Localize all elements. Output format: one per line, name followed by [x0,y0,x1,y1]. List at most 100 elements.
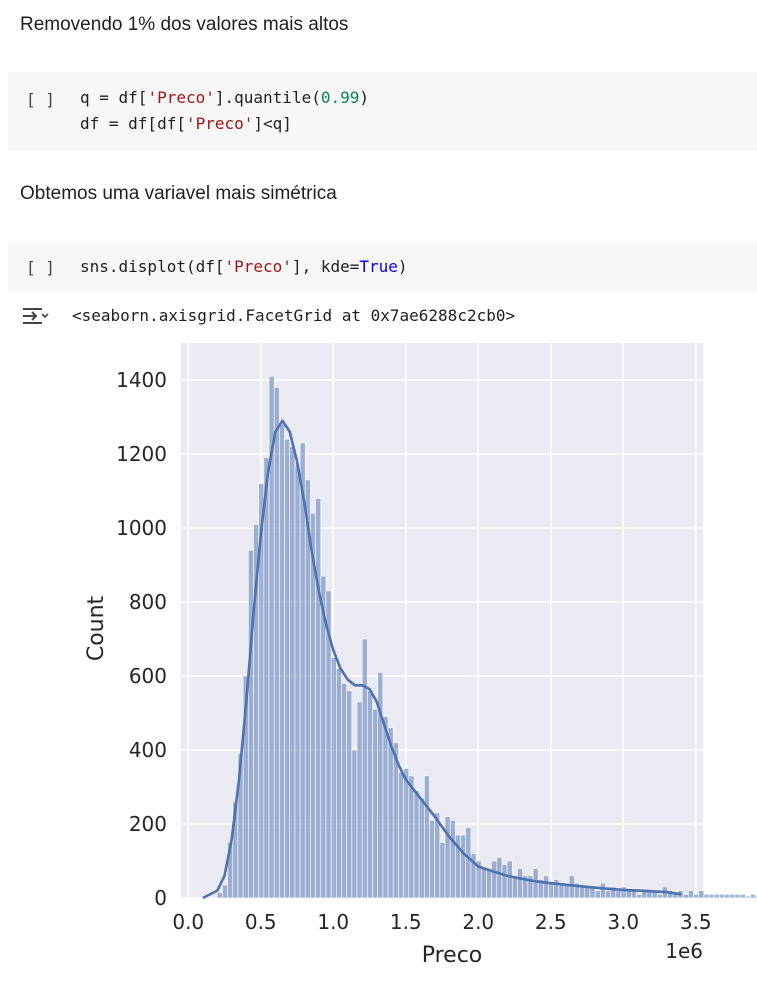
x-axis-label: Preco [422,943,483,968]
histogram-bar [506,860,513,899]
run-cell-button[interactable]: [ ] [26,258,55,277]
histogram-bar [496,856,503,899]
histogram-bar [294,464,301,899]
histogram-bar [273,387,280,899]
histogram-bar [625,890,632,899]
code-line-2: df = df[df['Preco']<q] [80,114,292,133]
output-toggle-icon[interactable] [20,305,50,327]
x-tick-label: 0.5 [245,910,277,934]
x-tick-label: 1.0 [317,910,349,934]
histogram-bar [734,893,741,899]
histogram-bar [744,895,751,899]
histogram-bar [615,890,622,899]
histogram-bar [486,868,492,899]
y-tick-label: 0 [154,886,167,910]
histogram-bar [688,890,694,899]
histogram-bar [636,893,643,899]
histogram-bar [279,424,285,899]
histogram-bar [548,882,555,899]
histogram-bar [491,860,498,899]
histogram-bar [708,893,715,899]
distribution-plot: 0.0 0.5 1.0 1.5 2.0 2.5 3.0 3.5 0 200 400 600 800 100… [84,343,757,968]
histogram-bar [346,690,353,899]
histogram-bar [413,790,420,899]
kde-line [202,419,682,900]
histogram-bar [600,882,606,899]
histogram-bar [356,701,363,899]
histogram-bar [719,893,725,899]
y-tick-label: 600 [129,664,167,688]
x-tick-label: 3.5 [680,910,712,934]
histogram-bar [361,638,368,899]
histogram-bar [222,884,228,899]
histogram-bar [703,893,710,899]
y-tick-label: 1000 [116,516,167,540]
histogram-bar [465,827,472,899]
histogram-bar [584,886,591,899]
histogram-bar [434,812,441,899]
histogram-bar [724,893,731,899]
histogram-bar [501,864,508,899]
histogram-bar [444,816,451,899]
histogram-bar [568,875,575,899]
markdown-text-symmetric: Obtemos uma variavel mais simétrica [20,183,337,204]
run-cell-button[interactable]: [ ] [26,90,55,109]
histogram-bar [418,797,425,899]
histogram-bar [336,668,342,899]
histogram-bar [682,893,689,899]
code-line-1: sns.displot(df['Preco'], kde=True) [80,257,408,276]
histogram-bar [532,868,539,899]
histogram-bar [429,819,435,899]
code-cell-quantile[interactable]: [ ] q = df['Preco'].quantile(0.99) df = … [8,72,757,150]
y-tick-label: 1400 [116,368,167,392]
y-tick-label: 200 [129,812,167,836]
markdown-text-removing-top-values: Removendo 1% dos valores mais altos [20,14,349,35]
histogram-bar [517,868,523,899]
x-tick-label: 3.0 [607,910,639,934]
histogram-bar [449,819,456,899]
histogram-bar [594,890,601,899]
x-tick-label: 0.0 [172,910,204,934]
y-tick-label: 1200 [116,442,167,466]
histogram-bar [656,893,663,899]
histogram-bar [367,690,373,899]
histogram-bar [248,549,254,899]
histogram-bar [398,771,404,899]
histogram-bar [330,657,337,899]
histogram-bar [284,438,291,899]
y-tick-label: 800 [129,590,167,614]
histogram-bar [605,890,611,899]
histogram-bar [408,775,415,899]
histogram-bar [382,716,389,899]
histogram-bar [424,775,430,899]
histogram-bar [216,892,223,899]
y-tick-label: 400 [129,738,167,762]
histogram-bar [698,890,705,899]
histogram-bar [372,708,379,899]
histogram-bar [512,875,518,899]
x-tick-label: 2.0 [462,910,494,934]
histogram-bar [480,868,487,899]
histogram-bar [739,893,746,899]
histogram-bar [713,893,720,899]
histogram-bar [263,457,270,899]
histogram-bar [403,768,410,899]
cell-output-text: <seaborn.axisgrid.FacetGrid at 0x7ae6288… [72,306,516,325]
histogram-bar [460,834,467,899]
histogram-bar [387,727,394,899]
code-cell-displot[interactable]: [ ] sns.displot(df['Preco'], kde=True) [8,241,757,293]
histogram-bar [351,749,358,899]
histogram-bar [439,842,446,899]
y-axis-label: Count [84,595,109,661]
histogram-bar [289,446,296,899]
histogram-bar [341,683,347,899]
histogram-bar [729,893,736,899]
x-axis-offset-label: 1e6 [665,939,703,963]
histogram-bar [750,893,756,899]
histogram-bar [553,879,560,899]
x-tick-label: 1.5 [390,910,422,934]
code-line-1: q = df['Preco'].quantile(0.99) [80,88,370,107]
histogram-bar [543,875,549,899]
histogram-bar [315,498,322,899]
histogram-bar [579,886,586,899]
